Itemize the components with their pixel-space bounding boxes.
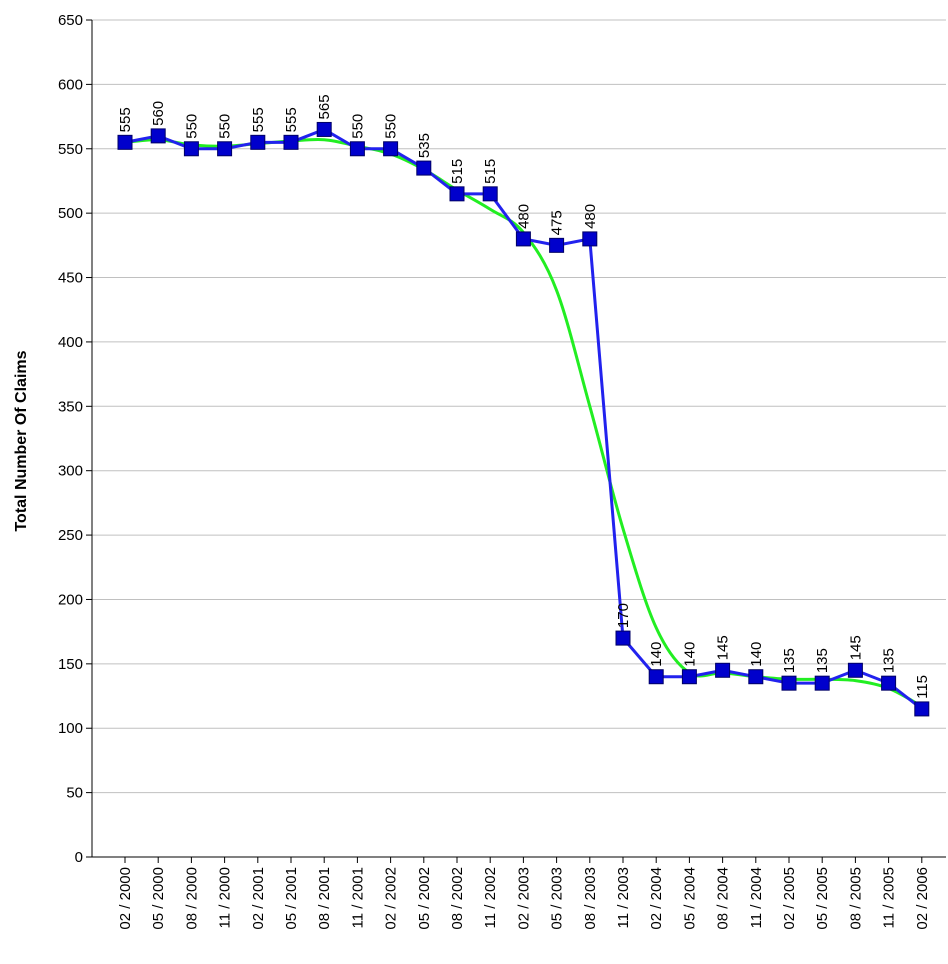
data-label: 555 [250, 107, 267, 132]
data-label: 135 [781, 648, 798, 673]
y-tick-label: 150 [58, 656, 83, 673]
data-label: 140 [648, 642, 665, 667]
y-tick-label: 650 [58, 12, 83, 29]
x-tick-label: 08 / 2003 [582, 867, 599, 930]
x-tick-label: 05 / 2005 [814, 867, 831, 930]
x-tick-label: 02 / 2001 [250, 867, 267, 930]
data-label: 140 [748, 642, 765, 667]
data-point-marker [914, 701, 930, 717]
data-point-marker [648, 669, 664, 685]
x-tick-label: 05 / 2001 [283, 867, 300, 930]
y-axis-title: Total Number Of Claims [13, 350, 30, 531]
data-point-marker [549, 237, 565, 253]
data-label: 560 [150, 101, 167, 126]
data-label: 135 [881, 648, 898, 673]
x-tick-label: 02 / 2006 [914, 867, 931, 930]
data-point-marker [748, 669, 764, 685]
data-label: 550 [217, 114, 234, 139]
data-point-marker [814, 675, 830, 691]
data-point-marker [482, 186, 498, 202]
x-tick-label: 05 / 2004 [681, 867, 698, 930]
data-point-marker [881, 675, 897, 691]
data-label: 565 [316, 94, 333, 119]
gridlines [92, 19, 946, 794]
data-point-marker [217, 141, 233, 157]
data-point-marker [183, 141, 199, 157]
y-tick-label: 100 [58, 720, 83, 737]
x-tick-label: 08 / 2004 [715, 867, 732, 930]
data-label: 550 [183, 114, 200, 139]
x-tick-label: 05 / 2002 [416, 867, 433, 930]
x-tick-label: 08 / 2001 [316, 867, 333, 930]
data-point-marker [383, 141, 399, 157]
y-tick-label: 50 [66, 785, 83, 802]
y-tick-label: 600 [58, 76, 83, 93]
data-label: 550 [349, 114, 366, 139]
data-point-marker [150, 128, 166, 144]
x-tick-label: 08 / 2000 [183, 867, 200, 930]
y-tick-label: 300 [58, 463, 83, 480]
series-lines [117, 121, 930, 717]
y-tick-label: 0 [75, 849, 83, 866]
x-tick-label: 11 / 2004 [748, 867, 765, 928]
data-labels: 555 560 550 550 555 555 565 550 550 535 515 515 480 4… [117, 94, 931, 698]
data-label: 555 [117, 107, 134, 132]
y-tick-label: 500 [58, 205, 83, 222]
y-tick-label: 250 [58, 527, 83, 544]
data-label: 550 [383, 114, 400, 139]
data-point-marker [349, 141, 365, 157]
x-tick-label: 02 / 2003 [515, 867, 532, 930]
data-point-marker [515, 231, 531, 247]
data-point-marker [847, 662, 863, 678]
data-point-marker [715, 662, 731, 678]
data-label: 170 [615, 603, 632, 628]
data-label: 515 [482, 159, 499, 184]
data-point-marker [117, 134, 133, 150]
data-point-marker [582, 231, 598, 247]
data-label: 135 [814, 648, 831, 673]
data-point-marker [781, 675, 797, 691]
axes: 0 50 100 150 200 250 300 350 400 450 500 550 600 650 0… [58, 12, 946, 930]
data-label: 145 [847, 635, 864, 660]
x-tick-label: 08 / 2002 [449, 867, 466, 930]
data-label: 475 [549, 210, 566, 235]
data-label: 515 [449, 159, 466, 184]
y-tick-label: 550 [58, 141, 83, 158]
x-tick-label: 02 / 2005 [781, 867, 798, 930]
data-point-marker [316, 121, 332, 137]
y-tick-label: 350 [58, 398, 83, 415]
data-label: 555 [283, 107, 300, 132]
x-tick-label: 05 / 2003 [549, 867, 566, 930]
x-tick-label: 02 / 2000 [117, 867, 134, 930]
data-label: 480 [582, 204, 599, 229]
x-tick-label: 11 / 2005 [881, 867, 898, 928]
data-label: 140 [681, 642, 698, 667]
x-tick-label: 05 / 2000 [150, 867, 167, 930]
y-tick-label: 400 [58, 334, 83, 351]
y-tick-label: 200 [58, 591, 83, 608]
data-label: 535 [416, 133, 433, 158]
data-point-marker [681, 669, 697, 685]
data-point-marker [615, 630, 631, 646]
x-tick-label: 02 / 2004 [648, 867, 665, 930]
data-label: 145 [715, 635, 732, 660]
data-label: 115 [914, 675, 931, 699]
data-point-marker [449, 186, 465, 202]
data-point-marker [416, 160, 432, 176]
x-tick-label: 11 / 2001 [349, 867, 366, 928]
x-tick-label: 08 / 2005 [847, 867, 864, 930]
x-tick-label: 11 / 2002 [482, 867, 499, 928]
data-point-marker [250, 134, 266, 150]
y-tick-label: 450 [58, 270, 83, 287]
x-tick-label: 02 / 2002 [383, 867, 400, 930]
data-label: 480 [515, 204, 532, 229]
data-point-marker [283, 134, 299, 150]
x-tick-label: 11 / 2000 [217, 867, 234, 928]
x-tick-label: 11 / 2003 [615, 867, 632, 928]
